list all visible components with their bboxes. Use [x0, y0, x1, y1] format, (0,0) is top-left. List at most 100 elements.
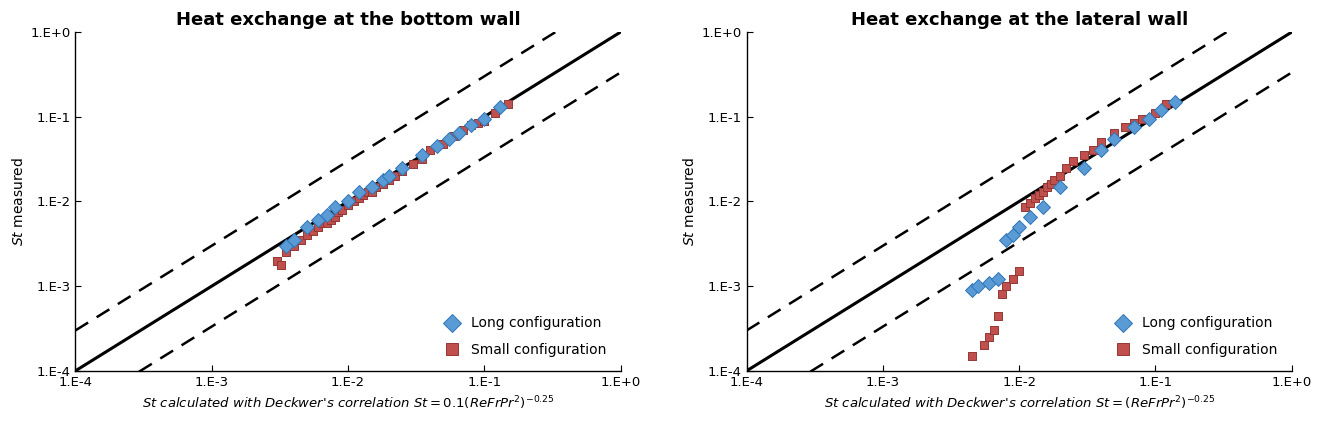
Point [987, 312, 1008, 319]
Point [438, 135, 459, 142]
Point [1131, 115, 1152, 122]
Point [1082, 147, 1103, 154]
Point [995, 237, 1016, 244]
Point [1040, 181, 1061, 187]
Point [275, 242, 296, 249]
Point [337, 198, 359, 205]
Point [1049, 173, 1070, 179]
Point [484, 110, 505, 117]
Title: Heat exchange at the lateral wall: Heat exchange at the lateral wall [851, 11, 1188, 29]
Point [460, 121, 482, 128]
Point [348, 188, 369, 195]
Point [361, 183, 382, 190]
Point [283, 242, 304, 249]
Point [979, 279, 1000, 286]
Point [1062, 158, 1084, 165]
Point [1139, 115, 1160, 122]
Point [302, 228, 323, 234]
Point [1144, 110, 1166, 117]
Point [1074, 165, 1095, 171]
Point [1036, 183, 1057, 190]
Point [1074, 152, 1095, 159]
Point [443, 132, 464, 139]
Point [275, 249, 296, 256]
Point [348, 195, 369, 201]
Point [1003, 276, 1024, 283]
Point [474, 117, 495, 124]
Point [974, 342, 995, 349]
Point [991, 291, 1012, 298]
Point [497, 101, 519, 108]
Point [1156, 101, 1177, 108]
Point [1020, 200, 1041, 207]
Point [296, 232, 318, 239]
Point [1015, 204, 1036, 211]
Point [266, 257, 287, 264]
Point [987, 276, 1008, 283]
Point [331, 206, 352, 213]
Point [365, 183, 386, 190]
Y-axis label: $\it{St}$ measured: $\it{St}$ measured [683, 157, 697, 246]
Point [1033, 204, 1054, 211]
Point [467, 119, 488, 126]
Point [353, 191, 374, 198]
X-axis label: $\it{St}$ calculated with Deckwer's correlation $\it{St}$$=0.1(\it{ReFrPr}^{2})^: $\it{St}$ calculated with Deckwer's corr… [142, 394, 554, 412]
Point [411, 155, 433, 162]
Point [337, 202, 359, 209]
Point [384, 173, 405, 179]
Point [1090, 147, 1111, 154]
X-axis label: $\it{St}$ calculated with Deckwer's correlation $\it{St}$$=(\it{ReFrPr}^{2})^{-0: $\it{St}$ calculated with Deckwer's corr… [824, 394, 1215, 412]
Point [296, 224, 318, 231]
Point [979, 334, 1000, 341]
Point [1090, 139, 1111, 146]
Point [290, 237, 311, 244]
Point [343, 198, 364, 205]
Point [419, 147, 441, 154]
Point [270, 261, 291, 268]
Point [433, 140, 454, 147]
Point [1003, 232, 1024, 239]
Point [1033, 188, 1054, 195]
Point [1151, 107, 1172, 113]
Point [1103, 129, 1125, 136]
Point [378, 173, 400, 179]
Point [967, 283, 988, 290]
Point [1020, 214, 1041, 221]
Point [320, 217, 341, 224]
Point [316, 220, 337, 227]
Point [328, 209, 349, 215]
Point [1008, 268, 1029, 275]
Point [1115, 124, 1136, 131]
Point [372, 176, 393, 183]
Point [983, 327, 1004, 334]
Point [460, 121, 482, 128]
Point [1164, 99, 1185, 105]
Point [307, 224, 328, 231]
Point [426, 143, 447, 149]
Point [1123, 124, 1144, 131]
Legend: Long configuration, Small configuration: Long configuration, Small configuration [1102, 310, 1285, 364]
Legend: Long configuration, Small configuration: Long configuration, Small configuration [431, 310, 614, 364]
Point [378, 176, 400, 183]
Point [392, 165, 413, 171]
Point [962, 353, 983, 360]
Point [1028, 191, 1049, 198]
Point [474, 115, 495, 122]
Point [392, 168, 413, 174]
Point [324, 214, 345, 221]
Point [1123, 119, 1144, 126]
Point [361, 188, 382, 195]
Point [324, 204, 345, 211]
Point [1008, 224, 1029, 231]
Point [490, 104, 511, 110]
Title: Heat exchange at the bottom wall: Heat exchange at the bottom wall [176, 11, 520, 29]
Point [995, 283, 1016, 290]
Point [452, 126, 474, 133]
Point [1056, 165, 1077, 171]
Point [307, 217, 328, 224]
Point [448, 129, 470, 136]
Point [962, 287, 983, 294]
Point [312, 220, 333, 227]
Point [411, 152, 433, 159]
Point [1044, 176, 1065, 183]
